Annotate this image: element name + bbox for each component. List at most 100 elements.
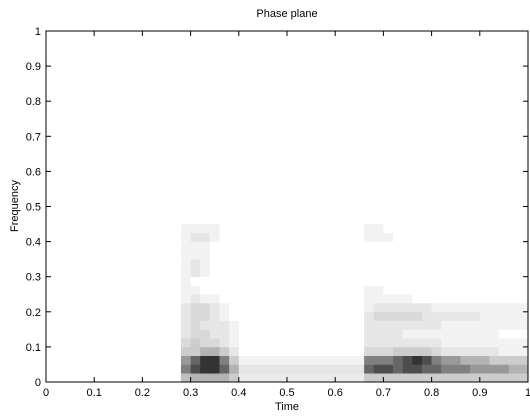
heatmap-cell [335, 241, 346, 251]
heatmap-cell [441, 294, 452, 304]
heatmap-cell [412, 232, 423, 242]
heatmap-cells [180, 224, 529, 383]
axes: 0 0.1 0.2 0.3 0.4 0.5 0.6 0.7 0.8 0.9 1 0 0.1 0.2 0.3 0… [26, 26, 530, 399]
heatmap-cell [209, 373, 220, 383]
heatmap-cell [248, 267, 259, 277]
heatmap-cell [190, 346, 201, 356]
x-tick-label: 0.9 [472, 387, 487, 399]
heatmap-cell [479, 329, 490, 339]
heatmap-cell [287, 364, 297, 374]
heatmap-cell [209, 224, 220, 234]
heatmap-cell [479, 373, 490, 383]
heatmap-cell [499, 267, 510, 277]
heatmap-cell [219, 250, 230, 260]
heatmap-cell [450, 311, 461, 321]
heatmap-cell [209, 346, 220, 356]
heatmap-cell [354, 346, 365, 356]
heatmap-cell [277, 303, 288, 313]
heatmap-cell [180, 355, 191, 365]
heatmap-cell [315, 320, 326, 330]
heatmap-cell [421, 346, 432, 356]
heatmap-cell [364, 276, 375, 286]
heatmap-cell [277, 338, 288, 348]
heatmap-cell [479, 294, 490, 304]
heatmap-cell [383, 320, 394, 330]
heatmap-cell [489, 346, 500, 356]
heatmap-cell [460, 311, 471, 321]
heatmap-cell [248, 346, 259, 356]
heatmap-cell [344, 294, 355, 304]
heatmap-cell [373, 373, 384, 383]
heatmap-cell [354, 285, 365, 295]
heatmap-cell [393, 311, 403, 321]
heatmap-cell [267, 373, 278, 383]
heatmap-cell [335, 320, 346, 330]
heatmap-cell [190, 311, 201, 321]
heatmap-cell [450, 250, 461, 260]
heatmap-cell [200, 364, 211, 374]
heatmap-cell [200, 224, 211, 234]
heatmap-cell [238, 364, 249, 374]
heatmap-cell [450, 232, 461, 242]
heatmap-cell [229, 311, 240, 321]
heatmap-cell [470, 373, 481, 383]
heatmap-cell [344, 320, 355, 330]
heatmap-cell [200, 276, 211, 286]
heatmap-cell [315, 329, 326, 339]
heatmap-cell [431, 320, 442, 330]
heatmap-cell [518, 364, 529, 374]
heatmap-cell [277, 320, 288, 330]
heatmap-cell [238, 259, 249, 269]
heatmap-cell [489, 259, 500, 269]
heatmap-cell [508, 259, 519, 269]
heatmap-cell [335, 285, 346, 295]
heatmap-cell [335, 346, 346, 356]
heatmap-cell [315, 303, 326, 313]
heatmap-cell [200, 232, 211, 242]
heatmap-cell [267, 355, 278, 365]
heatmap-cell [180, 329, 191, 339]
heatmap-cell [325, 338, 336, 348]
heatmap-cell [277, 329, 288, 339]
heatmap-cell [518, 355, 529, 365]
heatmap-cell [325, 285, 336, 295]
heatmap-cell [364, 373, 375, 383]
heatmap-cell [373, 364, 384, 374]
heatmap-cell [402, 224, 413, 234]
heatmap-cell [470, 267, 481, 277]
x-tick-label: 0.3 [183, 387, 198, 399]
heatmap-cell [508, 338, 519, 348]
heatmap-cell [258, 329, 269, 339]
heatmap-cell [287, 346, 297, 356]
heatmap-cell [441, 232, 452, 242]
heatmap-cell [315, 311, 326, 321]
y-tick-label: 0.2 [26, 307, 41, 319]
heatmap-cell [287, 303, 297, 313]
heatmap-cell [287, 338, 297, 348]
heatmap-cell [508, 276, 519, 286]
heatmap-cell [344, 241, 355, 251]
heatmap-cell [383, 224, 394, 234]
heatmap-cell [470, 276, 481, 286]
heatmap-cell [373, 250, 384, 260]
y-tick-label: 0.4 [26, 237, 41, 249]
heatmap-cell [450, 224, 461, 234]
heatmap-cell [306, 373, 317, 383]
heatmap-cell [190, 267, 201, 277]
heatmap-cell [219, 373, 230, 383]
heatmap-cell [238, 373, 249, 383]
heatmap-cell [238, 250, 249, 260]
y-tick-label: 0.6 [26, 166, 41, 178]
heatmap-cell [441, 303, 452, 313]
heatmap-cell [296, 232, 307, 242]
heatmap-cell [315, 276, 326, 286]
heatmap-cell [441, 241, 452, 251]
heatmap-cell [277, 373, 288, 383]
heatmap-cell [180, 267, 191, 277]
heatmap-cell [296, 294, 307, 304]
heatmap-cell [431, 267, 442, 277]
heatmap-cell [248, 329, 259, 339]
heatmap-cell [238, 355, 249, 365]
heatmap-cell [470, 329, 481, 339]
heatmap-cell [460, 250, 471, 260]
